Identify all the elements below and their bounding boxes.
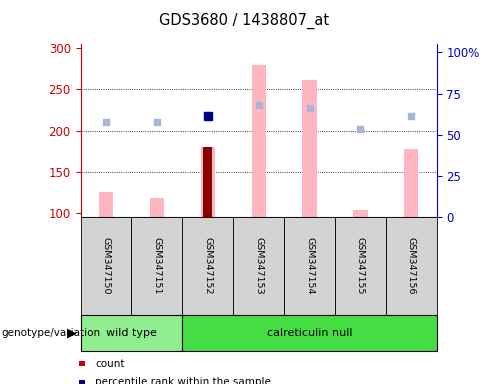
Text: calreticulin null: calreticulin null: [267, 328, 352, 338]
Text: percentile rank within the sample: percentile rank within the sample: [95, 377, 271, 384]
Bar: [99, 192, 113, 217]
Point: [305, 104, 313, 111]
Point: [407, 113, 415, 119]
Bar: [303, 80, 317, 217]
Bar: [203, 147, 212, 217]
Point: [357, 126, 365, 132]
Point: [204, 113, 212, 119]
Text: GSM347150: GSM347150: [102, 237, 110, 295]
Text: GSM347155: GSM347155: [356, 237, 365, 295]
Point: [255, 102, 263, 108]
Bar: [150, 198, 164, 217]
Text: GDS3680 / 1438807_at: GDS3680 / 1438807_at: [159, 13, 329, 29]
Point: [102, 119, 110, 126]
Text: GSM347152: GSM347152: [203, 237, 212, 295]
Text: GSM347154: GSM347154: [305, 237, 314, 295]
Text: GSM347156: GSM347156: [407, 237, 416, 295]
Bar: [404, 149, 418, 217]
Text: wild type: wild type: [106, 328, 157, 338]
Text: count: count: [95, 359, 124, 369]
Point: [153, 119, 161, 126]
Bar: [251, 65, 266, 217]
Text: GSM347151: GSM347151: [152, 237, 162, 295]
Bar: [353, 210, 367, 217]
Text: ▶: ▶: [67, 327, 77, 339]
Text: genotype/variation: genotype/variation: [1, 328, 100, 338]
Text: GSM347153: GSM347153: [254, 237, 263, 295]
Bar: [201, 147, 215, 217]
